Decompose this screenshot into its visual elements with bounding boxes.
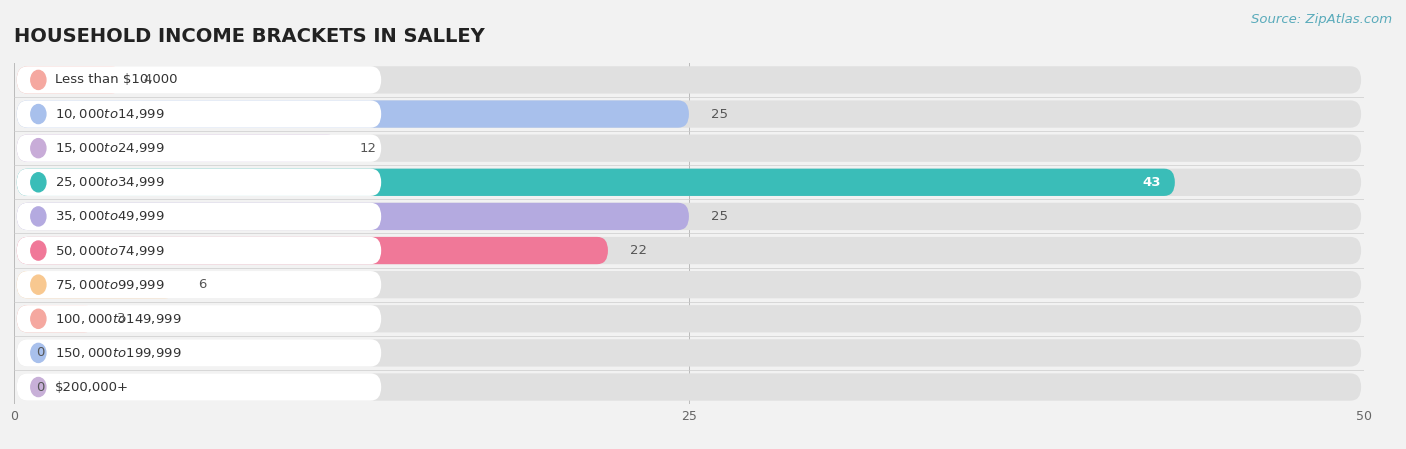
FancyBboxPatch shape xyxy=(17,66,381,93)
Circle shape xyxy=(31,139,46,158)
FancyBboxPatch shape xyxy=(17,101,1361,128)
Text: 6: 6 xyxy=(198,278,207,291)
Circle shape xyxy=(31,173,46,192)
FancyBboxPatch shape xyxy=(17,237,1361,264)
Circle shape xyxy=(31,105,46,123)
FancyBboxPatch shape xyxy=(17,203,1361,230)
Text: $50,000 to $74,999: $50,000 to $74,999 xyxy=(55,243,165,258)
Text: HOUSEHOLD INCOME BRACKETS IN SALLEY: HOUSEHOLD INCOME BRACKETS IN SALLEY xyxy=(14,27,485,46)
FancyBboxPatch shape xyxy=(17,339,381,366)
FancyBboxPatch shape xyxy=(17,203,381,230)
Circle shape xyxy=(31,378,46,396)
FancyBboxPatch shape xyxy=(17,374,381,401)
FancyBboxPatch shape xyxy=(17,237,381,264)
Text: Source: ZipAtlas.com: Source: ZipAtlas.com xyxy=(1251,13,1392,26)
Text: $100,000 to $149,999: $100,000 to $149,999 xyxy=(55,312,181,326)
FancyBboxPatch shape xyxy=(17,135,381,162)
Circle shape xyxy=(31,70,46,89)
Text: 25: 25 xyxy=(710,210,727,223)
FancyBboxPatch shape xyxy=(17,101,689,128)
Circle shape xyxy=(31,207,46,226)
Text: 0: 0 xyxy=(35,347,44,359)
FancyBboxPatch shape xyxy=(17,169,381,196)
Text: $150,000 to $199,999: $150,000 to $199,999 xyxy=(55,346,181,360)
FancyBboxPatch shape xyxy=(17,374,1361,401)
Circle shape xyxy=(31,275,46,294)
Text: 0: 0 xyxy=(35,381,44,393)
Text: 12: 12 xyxy=(360,142,377,154)
FancyBboxPatch shape xyxy=(17,339,1361,366)
FancyBboxPatch shape xyxy=(17,305,96,332)
Text: $200,000+: $200,000+ xyxy=(55,381,128,393)
Text: $10,000 to $14,999: $10,000 to $14,999 xyxy=(55,107,165,121)
Circle shape xyxy=(31,241,46,260)
FancyBboxPatch shape xyxy=(17,203,689,230)
FancyBboxPatch shape xyxy=(17,271,381,298)
Text: Less than $10,000: Less than $10,000 xyxy=(55,74,177,86)
FancyBboxPatch shape xyxy=(17,237,607,264)
FancyBboxPatch shape xyxy=(17,305,1361,332)
Text: $25,000 to $34,999: $25,000 to $34,999 xyxy=(55,175,165,189)
Circle shape xyxy=(31,343,46,362)
Text: 3: 3 xyxy=(117,313,125,325)
FancyBboxPatch shape xyxy=(17,169,1361,196)
FancyBboxPatch shape xyxy=(17,271,1361,298)
Text: 25: 25 xyxy=(710,108,727,120)
FancyBboxPatch shape xyxy=(17,135,337,162)
FancyBboxPatch shape xyxy=(17,169,1175,196)
FancyBboxPatch shape xyxy=(17,66,122,93)
Text: 22: 22 xyxy=(630,244,647,257)
Text: 43: 43 xyxy=(1143,176,1161,189)
FancyBboxPatch shape xyxy=(17,305,381,332)
FancyBboxPatch shape xyxy=(17,66,1361,93)
Text: 4: 4 xyxy=(143,74,152,86)
FancyBboxPatch shape xyxy=(17,101,381,128)
Text: $15,000 to $24,999: $15,000 to $24,999 xyxy=(55,141,165,155)
FancyBboxPatch shape xyxy=(17,135,1361,162)
FancyBboxPatch shape xyxy=(17,271,176,298)
Circle shape xyxy=(31,309,46,328)
Text: $75,000 to $99,999: $75,000 to $99,999 xyxy=(55,277,165,292)
Text: $35,000 to $49,999: $35,000 to $49,999 xyxy=(55,209,165,224)
